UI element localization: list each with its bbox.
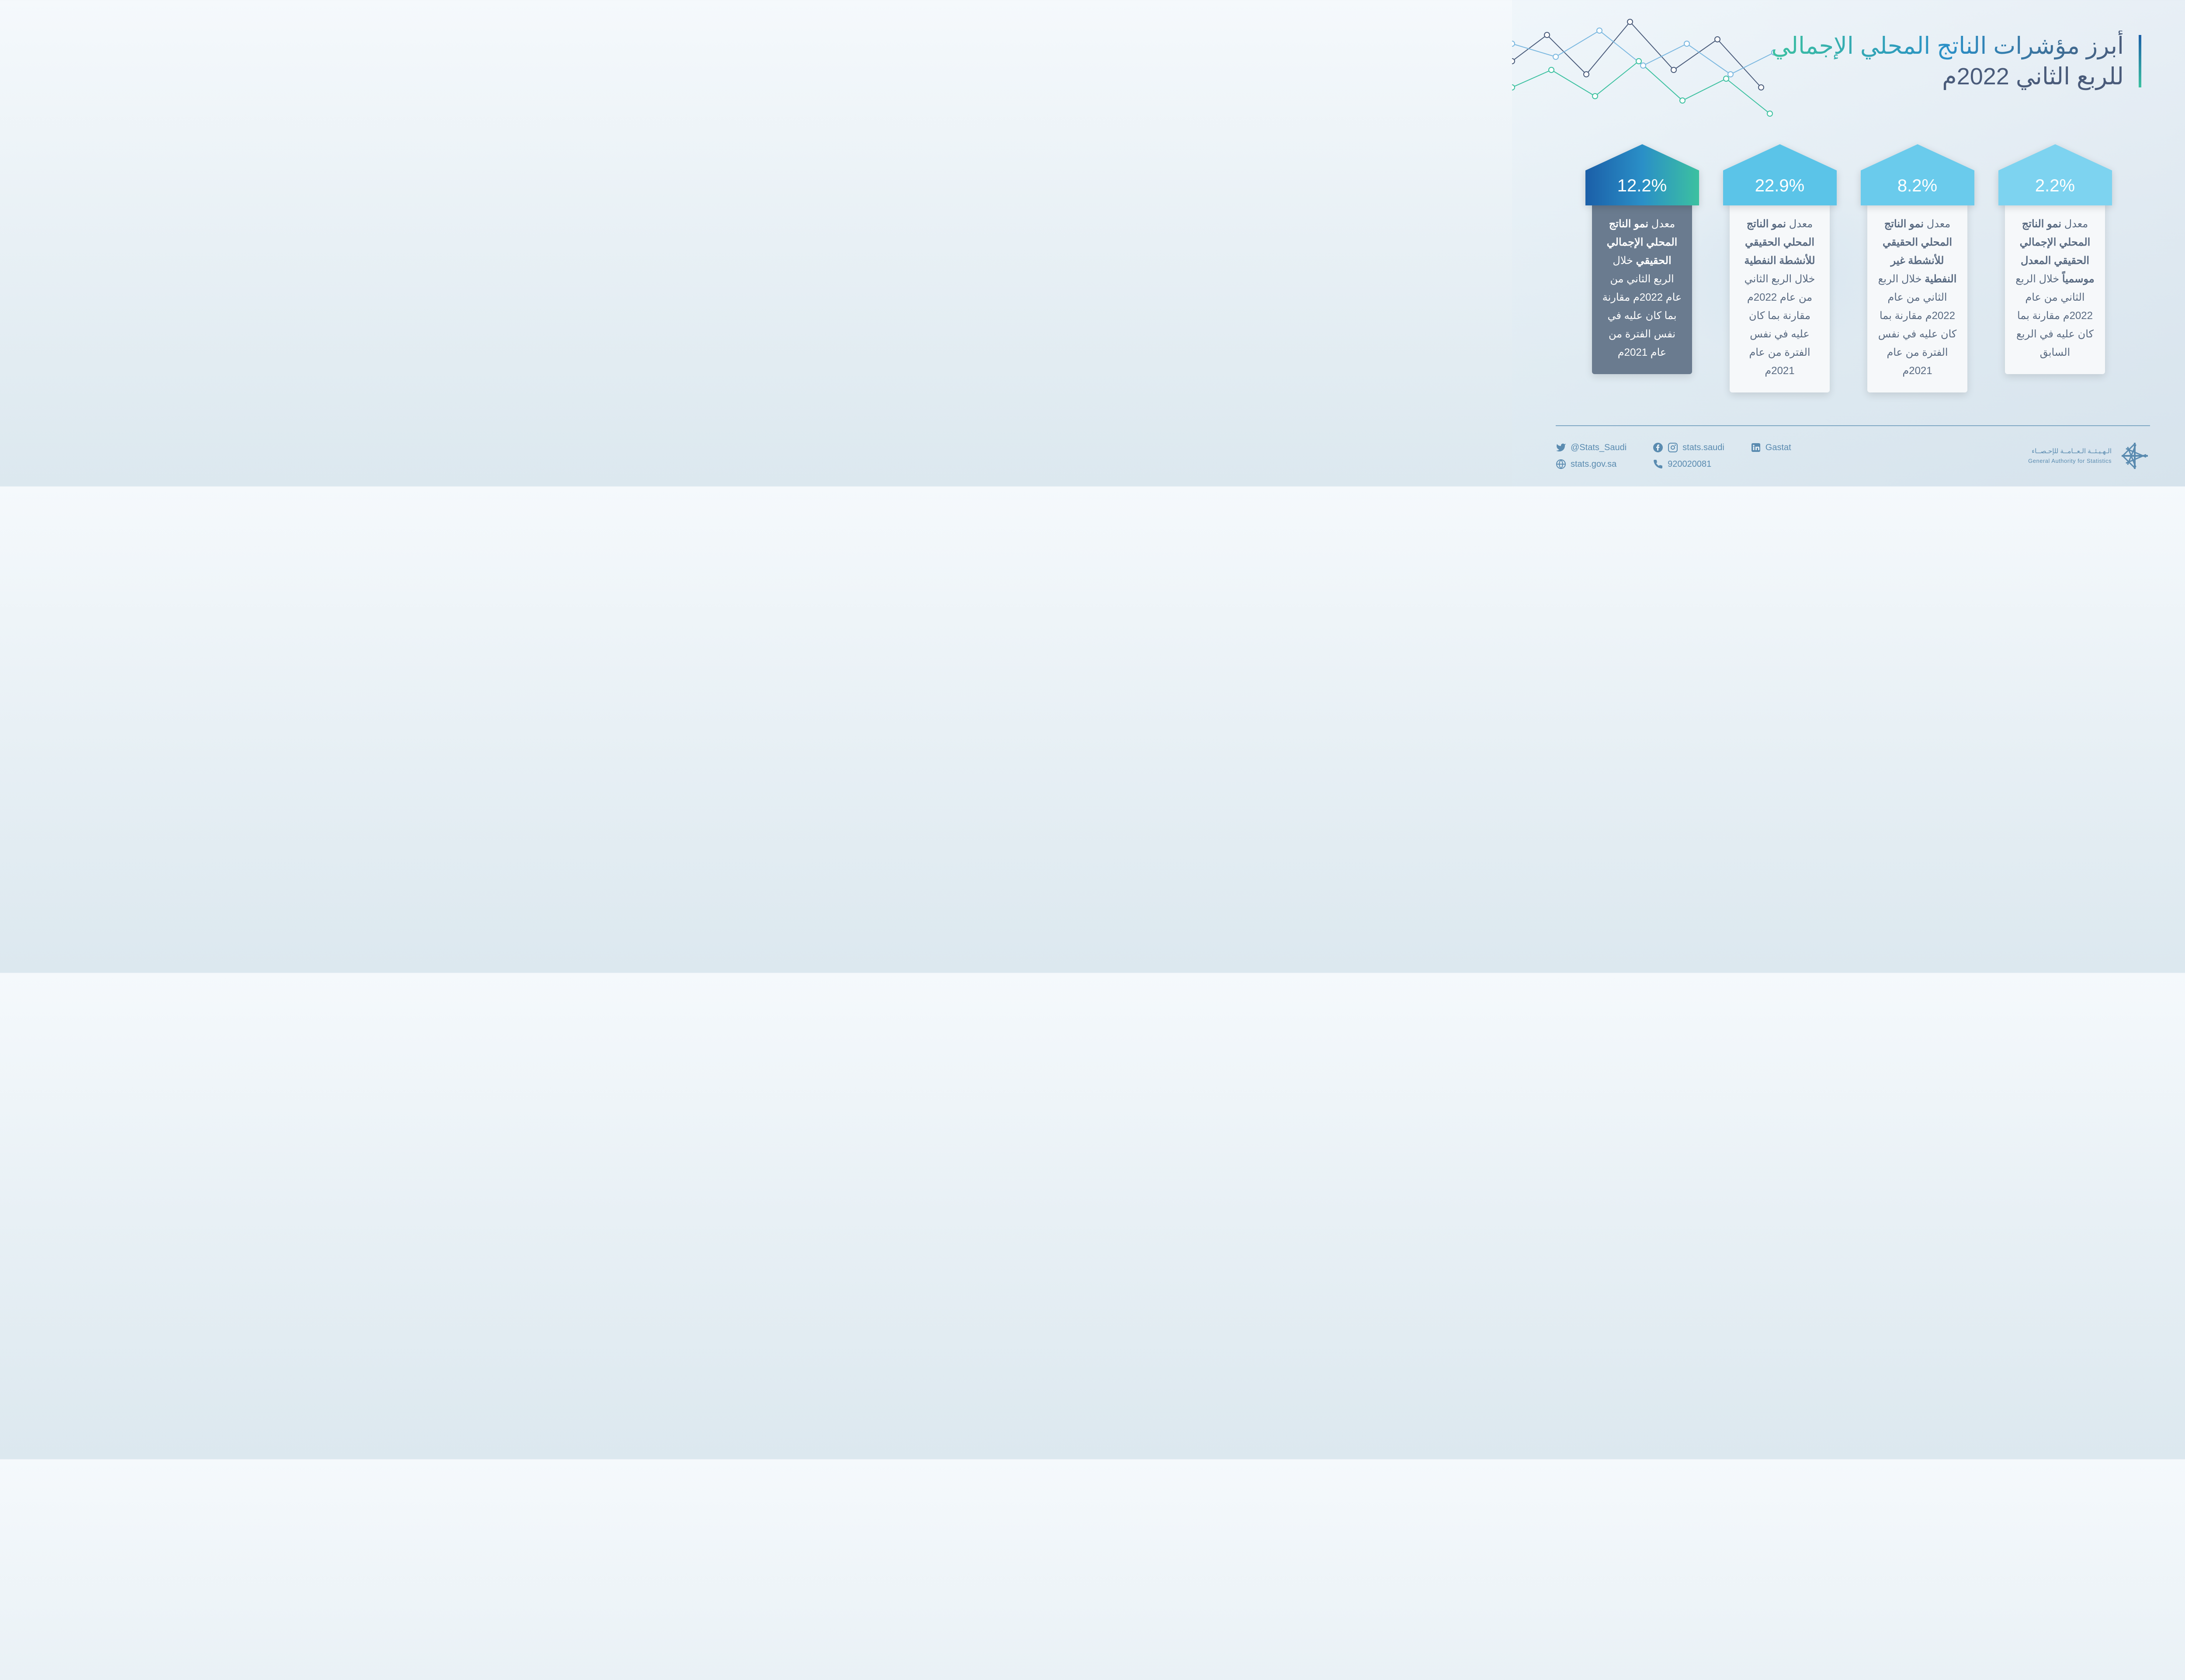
arrow-up-indicator: 12.2% [1585,144,1699,205]
facebook-icon [1653,442,1663,453]
indicator-card: 12.2% معدل نمو الناتج المحلي الإجمالي ال… [1585,144,1699,392]
title-line-2: للربع الثاني 2022م [1772,61,2124,92]
linkedin-handle: Gastat [1751,442,1791,453]
percentage-value: 2.2% [2035,176,2075,196]
org-name-en: General Authority for Statistics [2028,457,2112,465]
org-logo: الـهـيـئــة الـعــامــة للإحـصــاء Gener… [2028,441,2150,471]
desc-rest: خلال الربع الثاني من عام 2022م مقارنة بم… [1878,273,1957,377]
org-name-ar: الـهـيـئــة الـعــامــة للإحـصــاء [2028,447,2112,457]
fb-ig-handle: stats.saudi [1653,442,1724,453]
card-description: معدل نمو الناتج المحلي الحقيقي للأنشطة غ… [1867,203,1967,392]
twitter-icon [1556,442,1566,453]
website-text: stats.gov.sa [1571,459,1616,469]
footer: @Stats_Saudi stats.gov.sa stats.saudi 92… [1512,425,2185,486]
decorative-line-chart [1512,9,1774,131]
indicator-card: 22.9% معدل نمو الناتج المحلي الحقيقي للأ… [1723,144,1837,392]
percentage-value: 8.2% [1897,176,1937,196]
desc-rest: خلال الربع الثاني من عام 2022م مقارنة بم… [1745,273,1815,377]
fb-ig-text: stats.saudi [1682,443,1724,453]
linkedin-text: Gastat [1765,443,1791,453]
percentage-value: 12.2% [1617,176,1667,196]
indicator-card: 2.2% معدل نمو الناتج المحلي الإجمالي الح… [1998,144,2112,392]
desc-rest: خلال الربع الثاني من عام 2022م مقارنة بم… [2015,273,2094,358]
indicator-card: 8.2% معدل نمو الناتج المحلي الحقيقي للأن… [1861,144,1974,392]
desc-prefix: معدل [1924,218,1950,230]
desc-prefix: معدل [2061,218,2088,230]
twitter-text: @Stats_Saudi [1571,443,1627,453]
percentage-value: 22.9% [1755,176,1804,196]
globe-icon [1556,459,1566,469]
gastat-logo-icon [2119,441,2150,471]
page-title: أبرز مؤشرات الناتج المحلي الإجمالي للربع… [1772,31,2141,92]
card-description: معدل نمو الناتج المحلي الحقيقي للأنشطة ا… [1730,203,1830,392]
card-description: معدل نمو الناتج المحلي الإجمالي الحقيقي … [2005,203,2105,374]
card-description: معدل نمو الناتج المحلي الإجمالي الحقيقي … [1592,203,1692,374]
desc-prefix: معدل [1786,218,1813,230]
phone-icon [1653,459,1663,469]
instagram-icon [1668,442,1678,453]
desc-prefix: معدل [1648,218,1675,230]
website-link: stats.gov.sa [1556,459,1627,469]
linkedin-icon [1751,442,1761,453]
indicator-cards-row: 12.2% معدل نمو الناتج المحلي الإجمالي ال… [1512,144,2185,392]
phone-number: 920020081 [1653,459,1724,469]
twitter-handle: @Stats_Saudi [1556,442,1627,453]
phone-text: 920020081 [1668,459,1711,469]
arrow-up-indicator: 8.2% [1861,144,1974,205]
desc-rest: خلال الربع الثاني من عام 2022م مقارنة بم… [1602,255,1682,358]
social-links: @Stats_Saudi stats.gov.sa stats.saudi 92… [1556,442,1791,469]
arrow-up-indicator: 22.9% [1723,144,1837,205]
title-line-1: أبرز مؤشرات الناتج المحلي الإجمالي [1772,31,2124,61]
arrow-up-indicator: 2.2% [1998,144,2112,205]
